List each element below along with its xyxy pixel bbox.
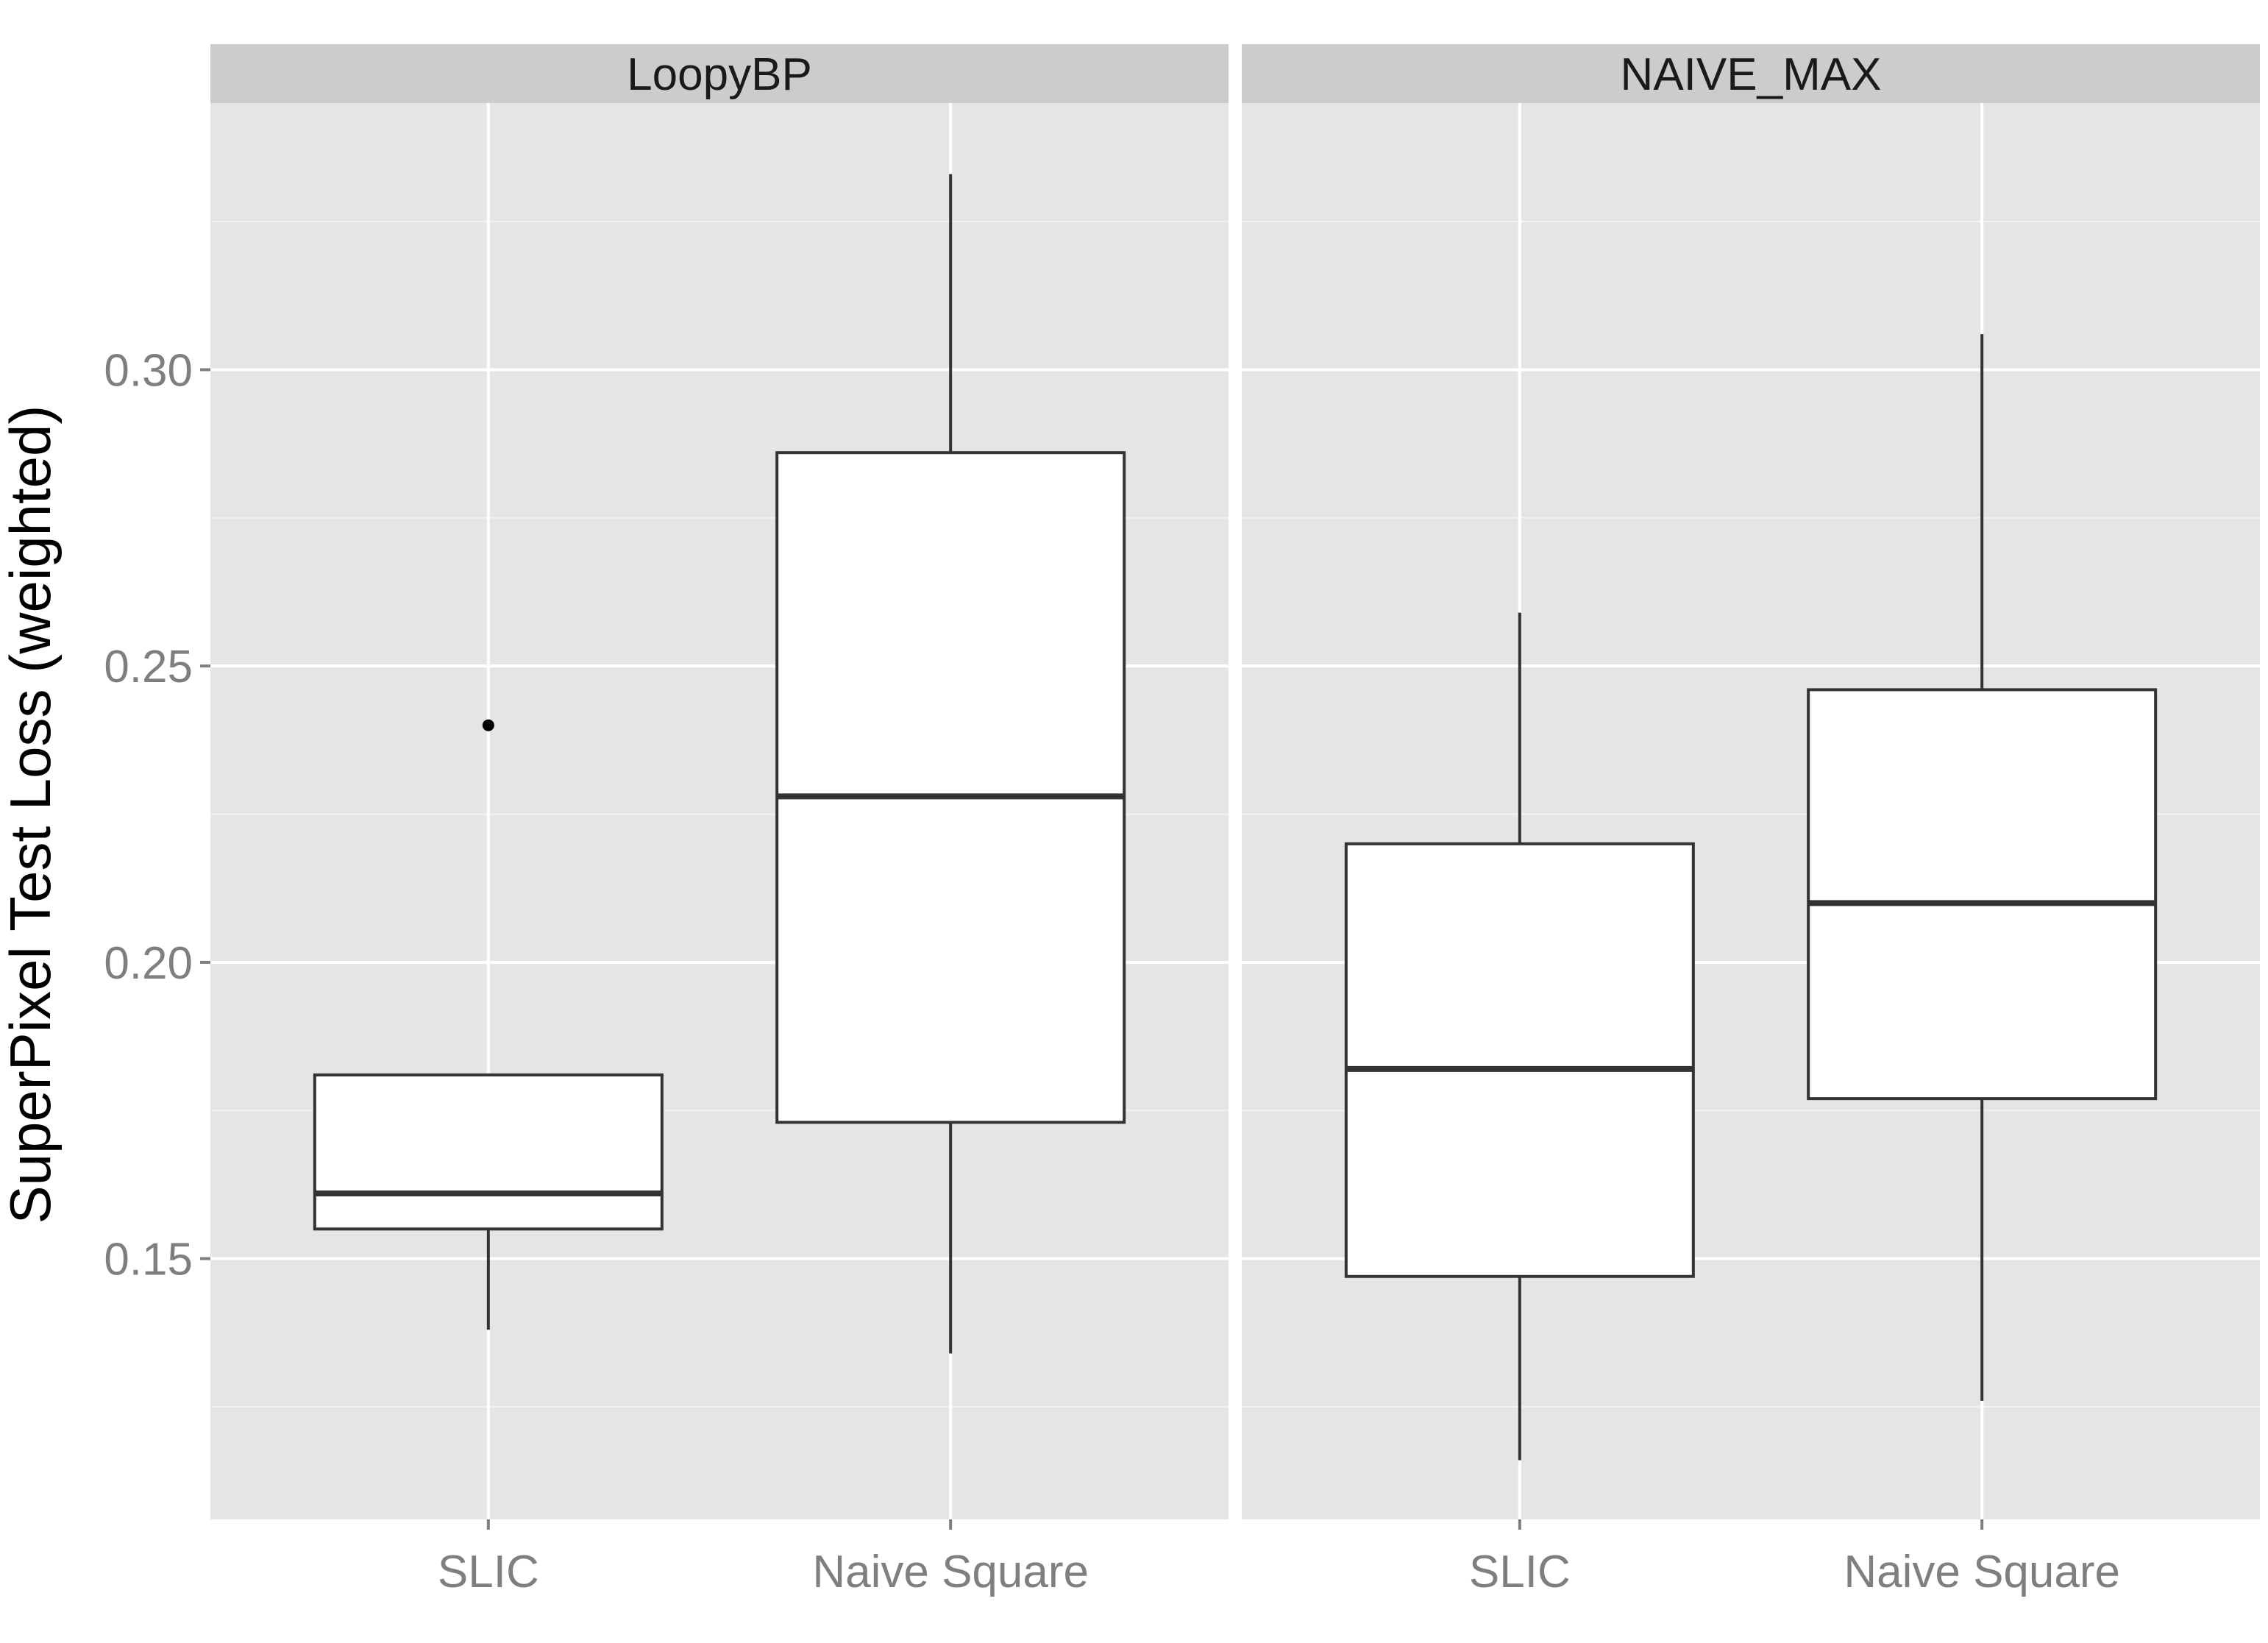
y-axis-title: SuperPixel Test Loss (weighted) (0, 405, 63, 1224)
facet-strip-label: LoopyBP (627, 49, 812, 100)
y-tick-label: 0.25 (104, 642, 193, 692)
box-layer (313, 174, 2158, 1461)
x-tick-label: SLIC (1469, 1547, 1571, 1597)
box-naive-square (1807, 334, 2158, 1401)
box-iqr (1807, 688, 2158, 1101)
box-iqr (1344, 842, 1695, 1278)
outlier-point (482, 719, 494, 731)
facet-strip-label: NAIVE_MAX (1621, 49, 1882, 100)
box-slic (313, 719, 664, 1330)
axes: SLIC Naive Square SLIC Naive Square 0.15 0.20… (104, 345, 2120, 1597)
x-tick-label: SLIC (438, 1547, 539, 1597)
y-tick-label: 0.20 (104, 938, 193, 989)
box-iqr (775, 451, 1126, 1124)
box-naive-square (775, 174, 1126, 1354)
y-tick-label: 0.15 (104, 1235, 193, 1285)
facet-strip-background (1242, 44, 2260, 103)
y-tick-label: 0.30 (104, 345, 193, 396)
x-tick-label: Naive Square (1844, 1547, 2120, 1597)
facet-strip-background (210, 44, 1229, 103)
box-slic (1344, 612, 1695, 1461)
facet-strips: LoopyBP NAIVE_MAX (210, 44, 2260, 103)
box-iqr (313, 1073, 664, 1231)
x-tick-label: Naive Square (812, 1547, 1089, 1597)
